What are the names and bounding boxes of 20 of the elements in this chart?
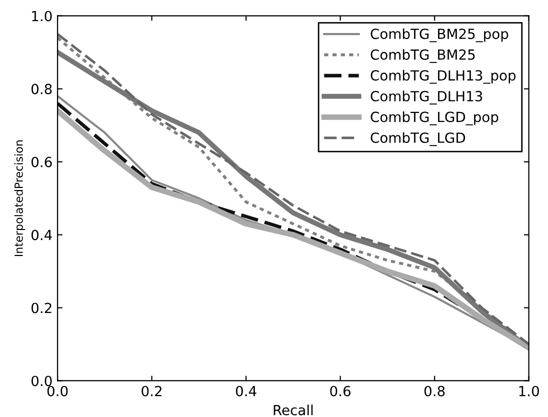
y-tick-label: 0.8	[32, 84, 52, 94]
x-tick-label: 0.8	[424, 386, 445, 396]
x-axis-title: Recall	[274, 404, 313, 416]
legend-label: CombTG_DLH13_pop	[370, 70, 516, 84]
legend-label: CombTG_LGD	[370, 132, 466, 146]
x-tick-label: 0.2	[142, 386, 162, 396]
y-tick-label: 0.6	[32, 156, 52, 168]
y-tick-label: 1.0	[32, 10, 52, 22]
x-tick-label: 1.0	[519, 386, 539, 396]
legend-label: CombTG_BM25	[370, 49, 475, 63]
legend-label: CombTG_BM25_pop	[370, 28, 508, 42]
x-tick-label: 0.4	[236, 386, 256, 396]
x-tick-label: 0.0	[47, 386, 68, 396]
legend-label: CombTG_LGD_pop	[370, 111, 498, 126]
y-tick-label: 0.2	[32, 302, 52, 314]
y-tick-label: 0.4	[32, 230, 52, 240]
legend-label: CombTG_DLH13	[370, 90, 482, 104]
y-tick-label: 0.0	[32, 376, 52, 386]
y-axis-title: InterpolatedPrecision	[14, 140, 26, 256]
x-tick-label: 0.6	[330, 386, 350, 396]
